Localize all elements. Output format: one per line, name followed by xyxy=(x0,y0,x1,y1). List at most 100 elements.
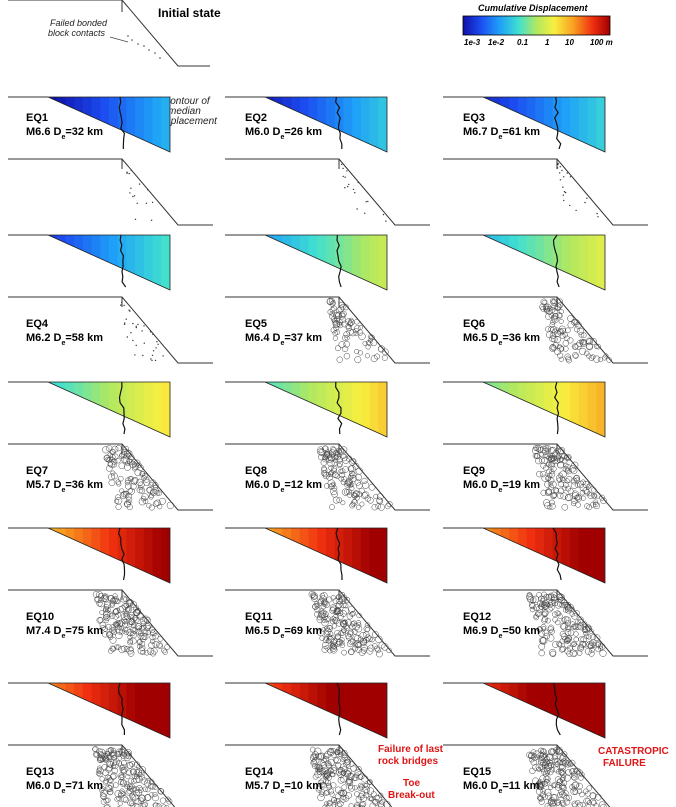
displacement-strip xyxy=(326,235,336,290)
rock-block xyxy=(322,637,329,644)
rock-block xyxy=(560,753,568,761)
crack-dot xyxy=(132,195,134,198)
rock-block xyxy=(332,617,338,624)
rock-block xyxy=(559,475,566,482)
rock-block xyxy=(340,453,347,459)
displacement-strip xyxy=(317,382,327,437)
displacement-strip xyxy=(273,235,284,290)
rock-block xyxy=(342,334,348,341)
rock-block xyxy=(565,794,573,801)
displacement-strip xyxy=(91,683,101,738)
rock-block xyxy=(340,610,347,617)
slope-outline xyxy=(443,443,648,511)
rock-block xyxy=(564,467,571,474)
displacement-strip xyxy=(526,683,536,738)
displacement-strip xyxy=(265,683,275,738)
displacement-strip xyxy=(326,683,336,738)
rock-block xyxy=(560,792,568,799)
rock-block xyxy=(344,625,350,631)
displacement-strip xyxy=(265,382,275,437)
rock-block xyxy=(586,785,593,791)
rock-block xyxy=(341,649,347,656)
displacement-strip xyxy=(578,382,589,437)
displacement-strip xyxy=(100,97,110,152)
rock-block xyxy=(558,597,565,604)
rock-block xyxy=(543,499,551,507)
rock-block xyxy=(345,634,353,641)
rock-block xyxy=(330,595,336,601)
rock-block xyxy=(340,626,347,633)
slope-outline xyxy=(8,744,176,807)
rock-block xyxy=(545,488,552,496)
rock-block xyxy=(358,801,366,807)
rock-block xyxy=(327,767,334,774)
rock-block xyxy=(559,622,567,630)
rock-block xyxy=(115,755,122,762)
rock-block xyxy=(334,798,341,805)
displacement-strip xyxy=(308,528,318,583)
crack-dot xyxy=(354,192,356,194)
rock-block xyxy=(565,761,571,768)
rock-block xyxy=(95,770,102,776)
rock-block xyxy=(363,792,370,799)
rock-block xyxy=(544,803,551,807)
rock-block xyxy=(565,624,571,631)
rock-block xyxy=(153,802,160,807)
displacement-strip xyxy=(117,97,128,152)
rock-block xyxy=(373,493,379,499)
rock-block xyxy=(118,619,126,627)
rock-block xyxy=(573,636,579,643)
rock-block xyxy=(552,342,559,349)
eq-magnitude-distance: M6.5 De=36 km xyxy=(463,332,540,347)
rock-block xyxy=(557,313,563,319)
rock-block xyxy=(148,481,154,488)
displacement-strip xyxy=(526,382,536,437)
rock-block xyxy=(559,601,566,608)
rock-block xyxy=(329,310,335,317)
rock-block xyxy=(590,354,596,360)
rock-block xyxy=(543,306,550,313)
rock-block xyxy=(557,461,565,469)
rock-block xyxy=(561,751,568,757)
median-contour-line xyxy=(335,96,343,149)
displacement-strip xyxy=(352,235,362,290)
displacement-strip xyxy=(291,683,301,738)
rock-block xyxy=(547,800,553,806)
rock-block xyxy=(569,784,576,790)
rock-block xyxy=(333,324,340,331)
rock-block xyxy=(128,612,135,619)
displacement-strip xyxy=(74,382,84,437)
rock-block xyxy=(586,800,592,806)
rock-block xyxy=(365,344,371,350)
crack-dot xyxy=(130,169,132,171)
rock-block xyxy=(333,757,341,765)
rock-block xyxy=(599,649,607,657)
rock-block xyxy=(557,593,564,600)
crack-dot xyxy=(128,172,130,175)
rock-block xyxy=(569,768,577,776)
rock-block xyxy=(111,755,117,761)
rock-block xyxy=(536,782,544,791)
rock-block xyxy=(330,327,337,334)
displacement-strip xyxy=(570,235,580,290)
rock-block xyxy=(543,779,551,786)
rock-block xyxy=(333,311,341,319)
rock-block xyxy=(331,623,337,629)
failed-contacts-dots xyxy=(127,35,161,59)
displacement-strip xyxy=(378,528,387,583)
displacement-strip xyxy=(544,683,554,738)
rock-block xyxy=(338,630,344,636)
rock-block xyxy=(120,760,127,766)
rock-block xyxy=(143,476,150,483)
rock-block xyxy=(330,619,336,625)
rock-block xyxy=(543,752,549,759)
wedge-outline xyxy=(47,234,171,291)
displacement-strip xyxy=(509,683,519,738)
rock-block xyxy=(354,769,362,777)
rock-block xyxy=(317,448,325,456)
rock-block xyxy=(546,804,552,807)
colorbar-tick: 1 xyxy=(545,38,550,47)
rock-block xyxy=(556,611,562,617)
displacement-strip xyxy=(343,97,353,152)
rock-block xyxy=(368,334,374,340)
